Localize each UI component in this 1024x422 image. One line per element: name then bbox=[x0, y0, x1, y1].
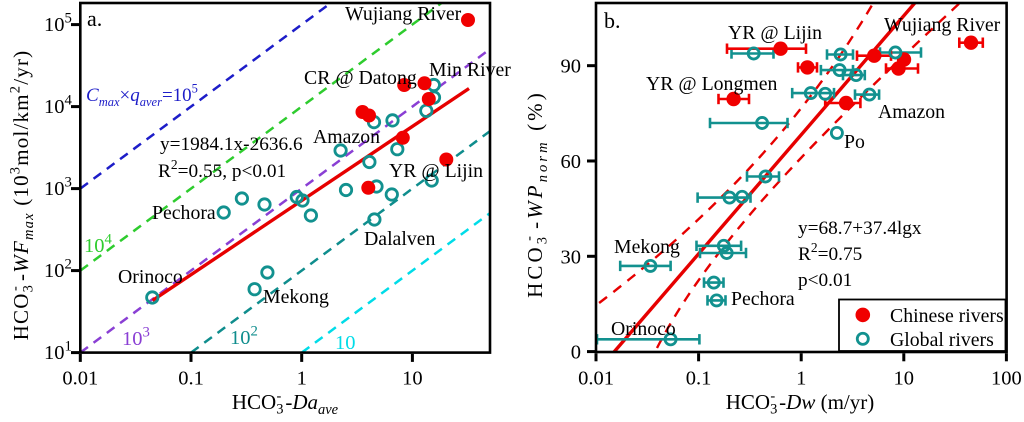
svg-text:10: 10 bbox=[402, 368, 423, 390]
svg-text:Orinoco: Orinoco bbox=[611, 318, 676, 340]
svg-text:Po: Po bbox=[844, 131, 865, 153]
svg-text:90: 90 bbox=[561, 56, 582, 78]
svg-text:YR @ Lijin: YR @ Lijin bbox=[728, 22, 822, 44]
svg-text:a.: a. bbox=[87, 6, 102, 31]
svg-text:Pechora: Pechora bbox=[152, 202, 216, 224]
svg-text:0.1: 0.1 bbox=[178, 368, 204, 390]
svg-text:Pechora: Pechora bbox=[731, 288, 795, 310]
svg-text:Mekong: Mekong bbox=[614, 236, 680, 258]
svg-text:R2=0.55, p<0.01: R2=0.55, p<0.01 bbox=[158, 157, 286, 182]
svg-text:Cmax×qaver=105: Cmax×qaver=105 bbox=[86, 81, 198, 109]
svg-text:30: 30 bbox=[561, 246, 582, 268]
svg-text:y=68.7+37.4lgx: y=68.7+37.4lgx bbox=[798, 218, 922, 239]
svg-text:1: 1 bbox=[297, 368, 307, 390]
svg-text:Min River: Min River bbox=[429, 59, 511, 81]
svg-text:0: 0 bbox=[571, 342, 581, 364]
svg-text:Wujiang River: Wujiang River bbox=[345, 3, 462, 25]
svg-text:100: 100 bbox=[991, 368, 1022, 390]
svg-text:HCO3--WPnorm (%): HCO3--WPnorm (%) bbox=[522, 90, 552, 298]
svg-text:60: 60 bbox=[561, 151, 582, 173]
svg-text:HCO3--WFmax (103mol/km2/yr): HCO3--WFmax (103mol/km2/yr) bbox=[8, 50, 38, 341]
svg-text:R2=0.75: R2=0.75 bbox=[798, 240, 862, 265]
svg-text:Mekong: Mekong bbox=[263, 286, 329, 308]
svg-text:Wujiang River: Wujiang River bbox=[884, 14, 1001, 36]
svg-text:0.1: 0.1 bbox=[686, 368, 712, 390]
svg-text:CR @ Datong: CR @ Datong bbox=[304, 67, 417, 89]
svg-text:1: 1 bbox=[796, 368, 806, 390]
svg-text:Chinese rivers: Chinese rivers bbox=[890, 305, 1004, 327]
svg-text:y=1984.1x-2636.6: y=1984.1x-2636.6 bbox=[160, 134, 303, 155]
svg-text:Amazon: Amazon bbox=[313, 126, 380, 148]
svg-text:Amazon: Amazon bbox=[878, 101, 945, 123]
svg-text:Orinoco: Orinoco bbox=[118, 266, 183, 288]
svg-text:10: 10 bbox=[335, 332, 356, 354]
svg-text:0.01: 0.01 bbox=[578, 368, 614, 390]
svg-text:10: 10 bbox=[894, 368, 915, 390]
svg-text:YR @ Lijin: YR @ Lijin bbox=[389, 160, 483, 182]
svg-text:HCO3--Dw (m/yr): HCO3- -Dw (m/yr) bbox=[726, 389, 875, 418]
svg-text:Dalalven: Dalalven bbox=[364, 228, 436, 250]
svg-text:p<0.01: p<0.01 bbox=[798, 270, 852, 291]
svg-text:0.01: 0.01 bbox=[62, 368, 98, 390]
svg-text:b.: b. bbox=[604, 8, 621, 33]
svg-text:Global rivers: Global rivers bbox=[890, 329, 994, 351]
svg-text:YR @ Longmen: YR @ Longmen bbox=[646, 73, 778, 95]
